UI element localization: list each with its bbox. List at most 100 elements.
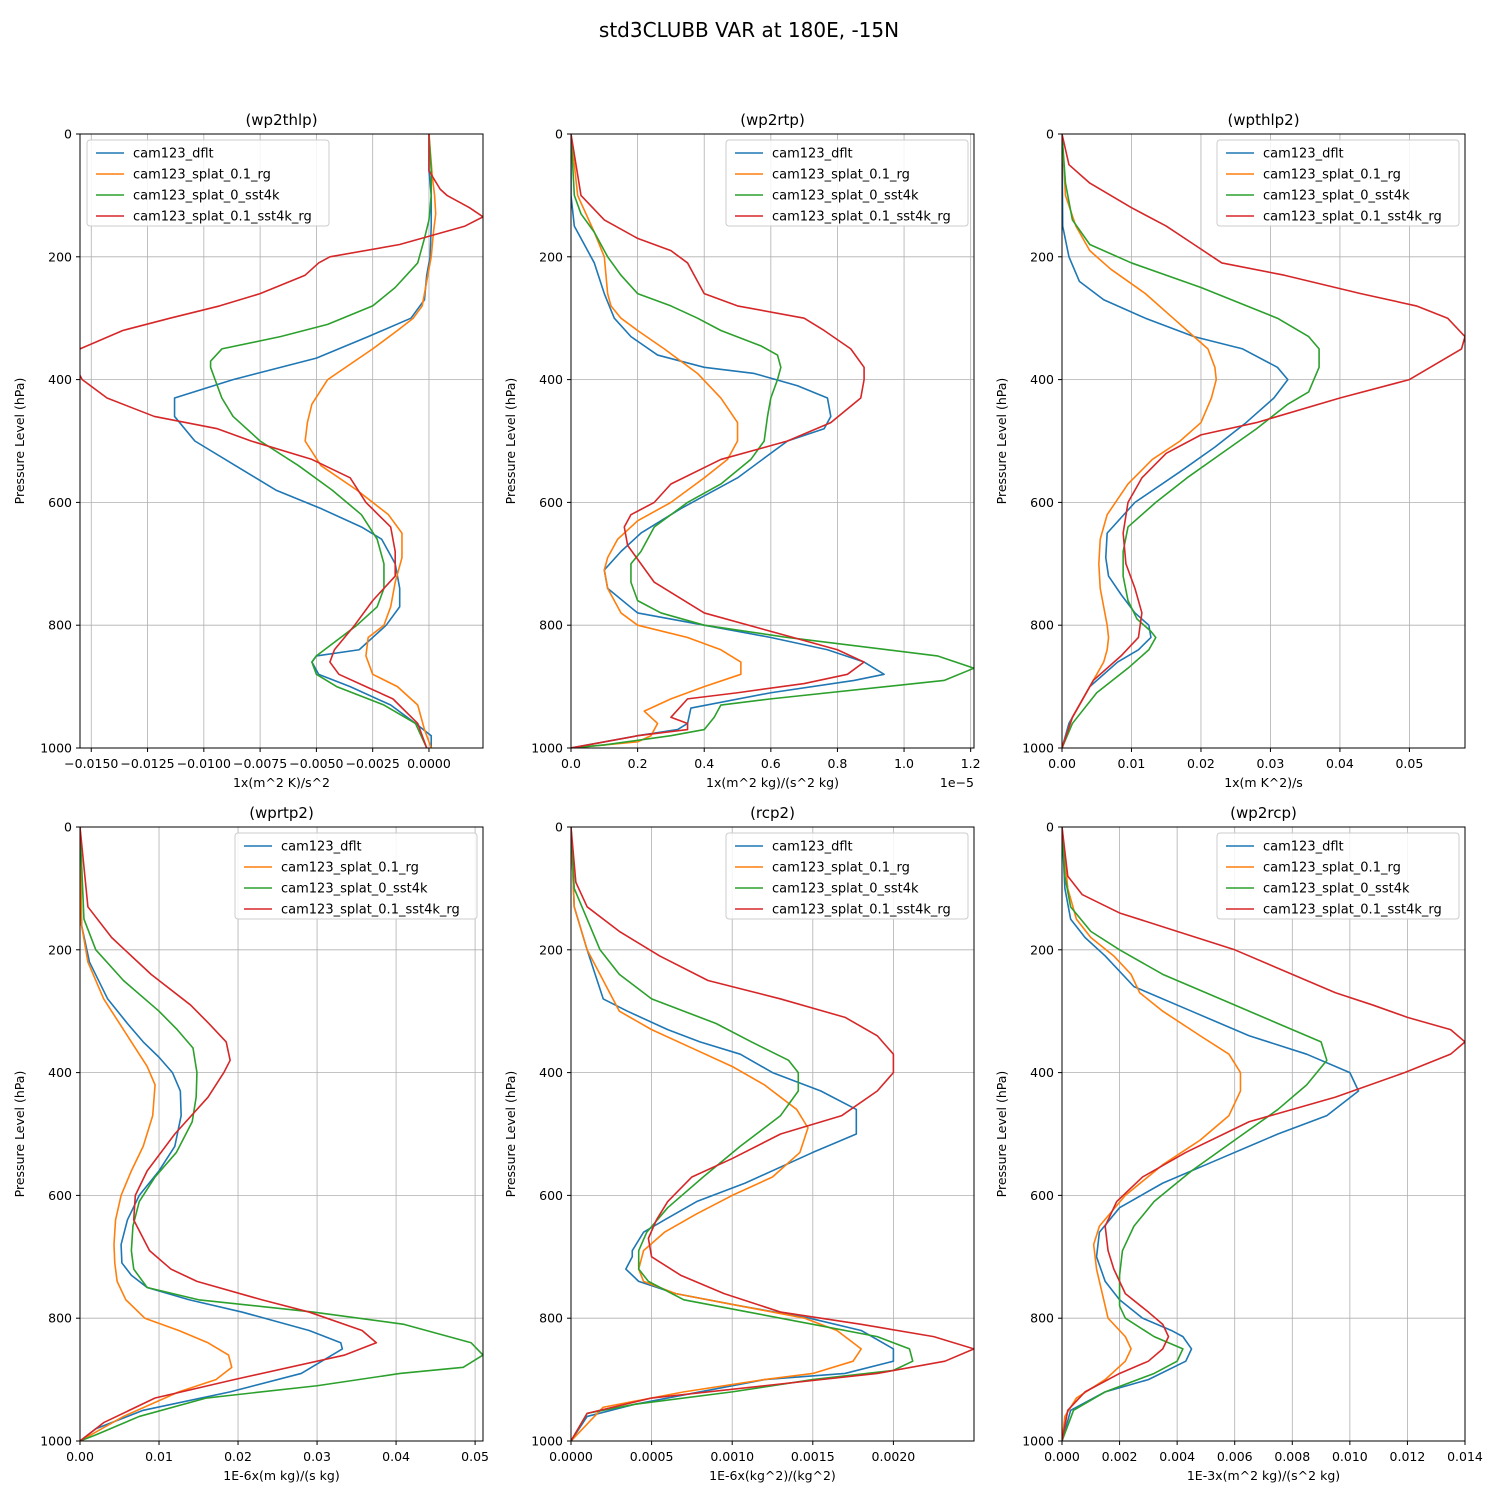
y-tick-label: 0: [1046, 820, 1054, 835]
chart-panel-2: 0.0 0.2 0.4 0.6 0.8 1.0 1.2 0 200 400 600 800 1000 (w…: [503, 111, 981, 790]
x-tick-label: 0.04: [1326, 756, 1354, 771]
series-line-cam123_splat_0.1_sst4k_rg: [1062, 827, 1465, 1441]
series-line-cam123_splat_0.1_rg: [571, 827, 862, 1441]
axes-frame: [570, 133, 975, 749]
axes-frame: [79, 133, 484, 749]
x-tick-label: 1.2: [961, 756, 981, 771]
y-tick-label: 800: [48, 1311, 72, 1326]
x-tick-label: 0.010: [1332, 1449, 1368, 1464]
x-tick-label: 0.01: [145, 1449, 173, 1464]
chart-title: (wp2rcp): [1230, 804, 1297, 822]
x-tick-label: 0.0000: [407, 756, 451, 771]
chart-panel-4: 0.00 0.01 0.02 0.03 0.04 0.05 0 200 400 600 800 100…: [12, 804, 489, 1483]
legend-box: [1216, 139, 1460, 227]
x-tick-label: 0.0015: [791, 1449, 835, 1464]
x-tick-label: 0.008: [1274, 1449, 1310, 1464]
x-tick-label: −0.0100: [177, 756, 231, 771]
x-tick-label: 0.02: [224, 1449, 252, 1464]
legend-label: cam123_splat_0_sst4k: [772, 189, 919, 204]
y-tick-label: 400: [539, 1065, 563, 1080]
legend: cam123_dflt cam123_splat_0.1_rg cam123_spl…: [725, 139, 969, 227]
x-tick-label: 0.002: [1102, 1449, 1138, 1464]
series-line-cam123_dflt: [1062, 827, 1360, 1441]
legend-label: cam123_splat_0.1_sst4k_rg: [772, 903, 951, 918]
x-tick-label: 0.014: [1447, 1449, 1483, 1464]
x-tick-label: 0.0: [561, 756, 581, 771]
chart-panel-1: −0.0150 −0.0125 −0.0100 −0.0075 −0.0050 −0.00…: [12, 111, 484, 790]
panels: −0.0150 −0.0125 −0.0100 −0.0075 −0.0050 −0.00…: [12, 111, 1483, 1483]
x-tick-label: −0.0125: [120, 756, 174, 771]
x-tick-label: 0.03: [303, 1449, 331, 1464]
series-line-cam123_splat_0.1_sst4k_rg: [571, 827, 974, 1441]
x-tick-label: 0.00: [1048, 756, 1076, 771]
y-tick-label: 1000: [40, 1434, 72, 1449]
legend-label: cam123_splat_0_sst4k: [281, 882, 428, 897]
y-axis-label: Pressure Level (hPa): [503, 1071, 518, 1198]
series-line-cam123_splat_0.1_sst4k_rg: [80, 134, 483, 748]
series-line-cam123_splat_0_sst4k: [1062, 827, 1328, 1441]
y-tick-label: 200: [539, 942, 563, 957]
x-tick-label: 0.01: [1118, 756, 1146, 771]
legend-box: [86, 139, 330, 227]
legend: cam123_dflt cam123_splat_0.1_rg cam123_spl…: [725, 832, 969, 920]
legend-label: cam123_splat_0.1_rg: [1263, 168, 1401, 183]
y-tick-label: 400: [48, 372, 72, 387]
y-tick-label: 600: [1030, 495, 1054, 510]
y-tick-label: 400: [48, 1065, 72, 1080]
chart-title: (wpthlp2): [1227, 111, 1299, 129]
chart-title: (wprtp2): [249, 804, 314, 822]
legend-label: cam123_splat_0.1_rg: [772, 168, 910, 183]
y-tick-label: 600: [539, 1188, 563, 1203]
x-tick-label: −0.0025: [346, 756, 400, 771]
x-axis-label: 1E-6x(m kg)/(s kg): [223, 1468, 339, 1483]
y-axis-label: Pressure Level (hPa): [994, 378, 1009, 505]
y-tick-label: 0: [555, 127, 563, 142]
legend-label: cam123_splat_0.1_sst4k_rg: [281, 903, 460, 918]
x-tick-label: 0.2: [628, 756, 648, 771]
series-line-cam123_splat_0.1_sst4k_rg: [571, 134, 865, 748]
y-tick-label: 600: [48, 1188, 72, 1203]
y-tick-label: 800: [539, 618, 563, 633]
y-tick-label: 1000: [40, 741, 72, 756]
y-tick-label: 200: [48, 942, 72, 957]
x-axis-label: 1E-3x(m^2 kg)/(s^2 kg): [1187, 1468, 1340, 1483]
chart-title: (wp2thlp): [245, 111, 317, 129]
x-tick-label: −0.0075: [233, 756, 287, 771]
x-tick-label: 0.6: [761, 756, 781, 771]
legend: cam123_dflt cam123_splat_0.1_rg cam123_spl…: [86, 139, 330, 227]
series-line-cam123_dflt: [80, 827, 344, 1441]
y-tick-label: 800: [539, 1311, 563, 1326]
x-tick-label: 1.0: [894, 756, 914, 771]
y-tick-label: 200: [1030, 942, 1054, 957]
x-axis-label: 1E-6x(kg^2)/(kg^2): [709, 1468, 836, 1483]
y-tick-label: 200: [539, 249, 563, 264]
x-tick-label: 0.00: [66, 1449, 94, 1464]
series-line-cam123_dflt: [571, 827, 895, 1441]
legend-label: cam123_dflt: [772, 147, 853, 162]
legend-label: cam123_splat_0.1_sst4k_rg: [1263, 210, 1442, 225]
x-tick-label: 0.4: [694, 756, 714, 771]
x-tick-label: 0.02: [1187, 756, 1215, 771]
x-tick-label: 0.004: [1159, 1449, 1195, 1464]
series-line-cam123_splat_0.1_rg: [1062, 134, 1218, 748]
series-line-cam123_splat_0_sst4k: [80, 827, 483, 1441]
chart-title: (wp2rtp): [740, 111, 805, 129]
y-tick-label: 1000: [531, 741, 563, 756]
axes-frame: [79, 826, 484, 1442]
x-tick-label: 0.05: [1395, 756, 1423, 771]
series-line-cam123_splat_0.1_rg: [304, 134, 437, 748]
y-tick-label: 0: [1046, 127, 1054, 142]
axes-frame: [1061, 133, 1466, 749]
series-line-cam123_splat_0_sst4k: [571, 134, 974, 748]
y-axis-label: Pressure Level (hPa): [12, 1071, 27, 1198]
y-tick-label: 400: [1030, 372, 1054, 387]
legend-label: cam123_splat_0_sst4k: [772, 882, 919, 897]
legend-label: cam123_dflt: [281, 840, 362, 855]
series-line-cam123_dflt: [1062, 134, 1289, 748]
y-tick-label: 0: [64, 820, 72, 835]
y-axis-label: Pressure Level (hPa): [12, 378, 27, 505]
legend-box: [234, 832, 478, 920]
x-tick-label: 0.0020: [872, 1449, 916, 1464]
